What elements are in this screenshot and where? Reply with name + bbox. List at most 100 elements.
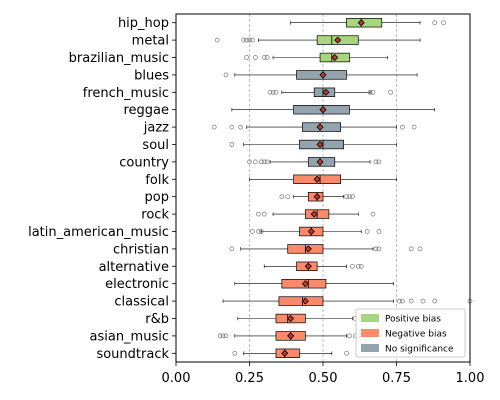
outlier-point [261, 55, 267, 60]
outlier-point [250, 229, 255, 234]
box-reggae [231, 104, 436, 115]
outlier-point [247, 159, 252, 165]
legend-label-none: No significance [385, 345, 454, 355]
mean-marker [307, 227, 315, 236]
box-iqr [278, 296, 324, 306]
outlier-point [250, 37, 255, 43]
outlier-point [264, 55, 270, 60]
outlier-point [367, 89, 373, 95]
outlier-point [220, 333, 226, 339]
mean-marker [316, 123, 324, 131]
y-tick-label: christian [113, 242, 169, 257]
y-tick-label: hip_hop [118, 16, 169, 31]
x-tick-label: 0.75 [382, 371, 411, 386]
legend-swatch-positive [361, 314, 379, 322]
y-tick-label: classical [114, 295, 169, 310]
outlier-point [258, 229, 264, 234]
box-metal [214, 35, 421, 45]
legend: Positive bias Negative bias No significanc… [355, 308, 466, 358]
box-r-b [237, 313, 364, 324]
outlier-point [355, 263, 361, 269]
mean-marker [319, 71, 327, 79]
outlier-point [358, 263, 364, 269]
mean-marker [301, 280, 309, 288]
y-tick-label: folk [145, 173, 169, 188]
y-tick-label: reggae [123, 103, 169, 118]
box-christian [229, 244, 423, 254]
y-tick-label: electronic [105, 277, 169, 292]
box-rock [255, 209, 376, 219]
mean-marker [316, 158, 324, 166]
outlier-point [229, 124, 235, 130]
outlier-point [285, 194, 291, 200]
y-tick-label: french_music [83, 86, 169, 101]
y-tick-label: blues [134, 68, 169, 83]
outlier-point [270, 89, 276, 95]
outlier-point [241, 37, 246, 43]
mean-marker [313, 175, 321, 183]
outlier-point [370, 89, 376, 95]
box-french-music [267, 87, 393, 97]
mean-marker [304, 245, 312, 253]
outlier-point [376, 246, 382, 252]
y-tick-label: country [119, 155, 169, 170]
box-asian-music [217, 331, 361, 341]
y-tick-label: pop [145, 190, 169, 205]
outlier-point [255, 211, 261, 217]
box-pop [279, 192, 355, 202]
outlier-point [432, 20, 438, 26]
mean-marker [357, 19, 365, 27]
mean-marker [304, 262, 312, 270]
mean-marker [287, 332, 295, 340]
x-tick-label: 0.50 [309, 371, 338, 386]
outlier-point [223, 72, 229, 78]
outlier-point [232, 350, 238, 356]
outlier-point [279, 194, 285, 200]
box-soul [229, 139, 397, 150]
outlier-point [347, 333, 352, 339]
outlier-point [350, 194, 355, 200]
outlier-point [244, 55, 249, 60]
outlier-point [370, 211, 376, 217]
legend-label-positive: Positive bias [385, 315, 441, 325]
outlier-point [247, 37, 252, 43]
mean-marker [319, 106, 327, 114]
box-alternative [263, 261, 364, 272]
outlier-point [420, 298, 426, 304]
outlier-point [417, 246, 423, 252]
outlier-point [376, 229, 382, 234]
outlier-point [350, 263, 355, 269]
mean-marker [301, 297, 309, 305]
box-folk [249, 174, 397, 184]
y-tick-label: asian_music [90, 329, 170, 344]
x-tick-label: 0.00 [162, 371, 191, 386]
mean-marker [287, 314, 295, 323]
outlier-point [344, 194, 349, 200]
legend-box [355, 308, 466, 358]
box-classical [222, 296, 473, 306]
outlier-point [373, 159, 379, 165]
y-tick-label: r&b [145, 312, 169, 327]
outlier-point [264, 159, 270, 165]
mean-marker [281, 349, 289, 357]
y-tick-label: soundtrack [96, 347, 169, 362]
box-electronic [234, 279, 394, 289]
y-tick-label: brazilian_music [69, 51, 169, 66]
outlier-point [408, 298, 414, 304]
mean-marker [322, 88, 330, 96]
outlier-point [214, 37, 220, 43]
outlier-point [376, 159, 382, 165]
outlier-point [397, 298, 402, 304]
outlier-point [258, 159, 264, 165]
box-plots [211, 18, 473, 359]
outlier-point [400, 298, 405, 304]
outlier-point [411, 124, 417, 130]
outlier-point [229, 246, 235, 252]
x-tick-label: 0.25 [235, 371, 264, 386]
outlier-point [388, 89, 393, 95]
mean-marker [313, 193, 321, 201]
mean-marker [331, 53, 339, 62]
outlier-point [373, 246, 379, 252]
y-tick-label: rock [141, 208, 169, 223]
